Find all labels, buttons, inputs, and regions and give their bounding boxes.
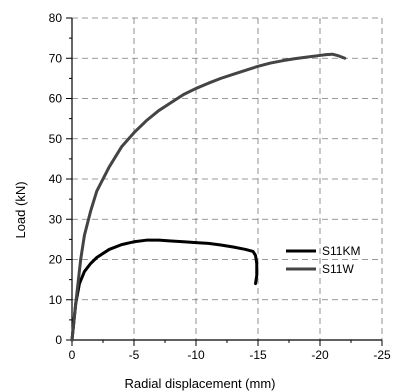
y-tick-label: 10 (49, 293, 63, 307)
series-lines (70, 52, 347, 342)
legend-label-s11km: S11KM (322, 244, 360, 258)
y-tick-label: 70 (49, 51, 63, 65)
y-tick-label: 60 (49, 92, 63, 106)
y-tick-label: 30 (49, 212, 63, 226)
y-tick-label: 20 (49, 253, 63, 267)
y-axis-label: Load (kN) (13, 181, 28, 238)
x-tick-label: -25 (373, 348, 391, 362)
series-line-s11w (70, 52, 347, 342)
y-tick-label: 0 (55, 333, 62, 347)
x-tick-label: 0 (69, 348, 76, 362)
x-axis-label: Radial displacement (mm) (125, 376, 276, 391)
grid-lines (72, 17, 383, 340)
y-tick-label: 50 (49, 132, 63, 146)
x-tick-label: -20 (311, 348, 329, 362)
x-tick-label: -10 (187, 348, 205, 362)
tick-marks (66, 17, 383, 346)
legend-label-s11w: S11W (322, 262, 354, 276)
x-tick-label: -15 (249, 348, 267, 362)
tick-labels: 0 -5 -10 -15 -20 -25 0 10 20 30 40 50 60 70 80 (49, 11, 391, 362)
x-tick-label: -5 (129, 348, 140, 362)
legend: S11KM S11W (286, 244, 360, 276)
series-line-s11km (70, 238, 259, 342)
y-tick-label: 80 (49, 11, 63, 25)
y-tick-label: 40 (49, 172, 63, 186)
